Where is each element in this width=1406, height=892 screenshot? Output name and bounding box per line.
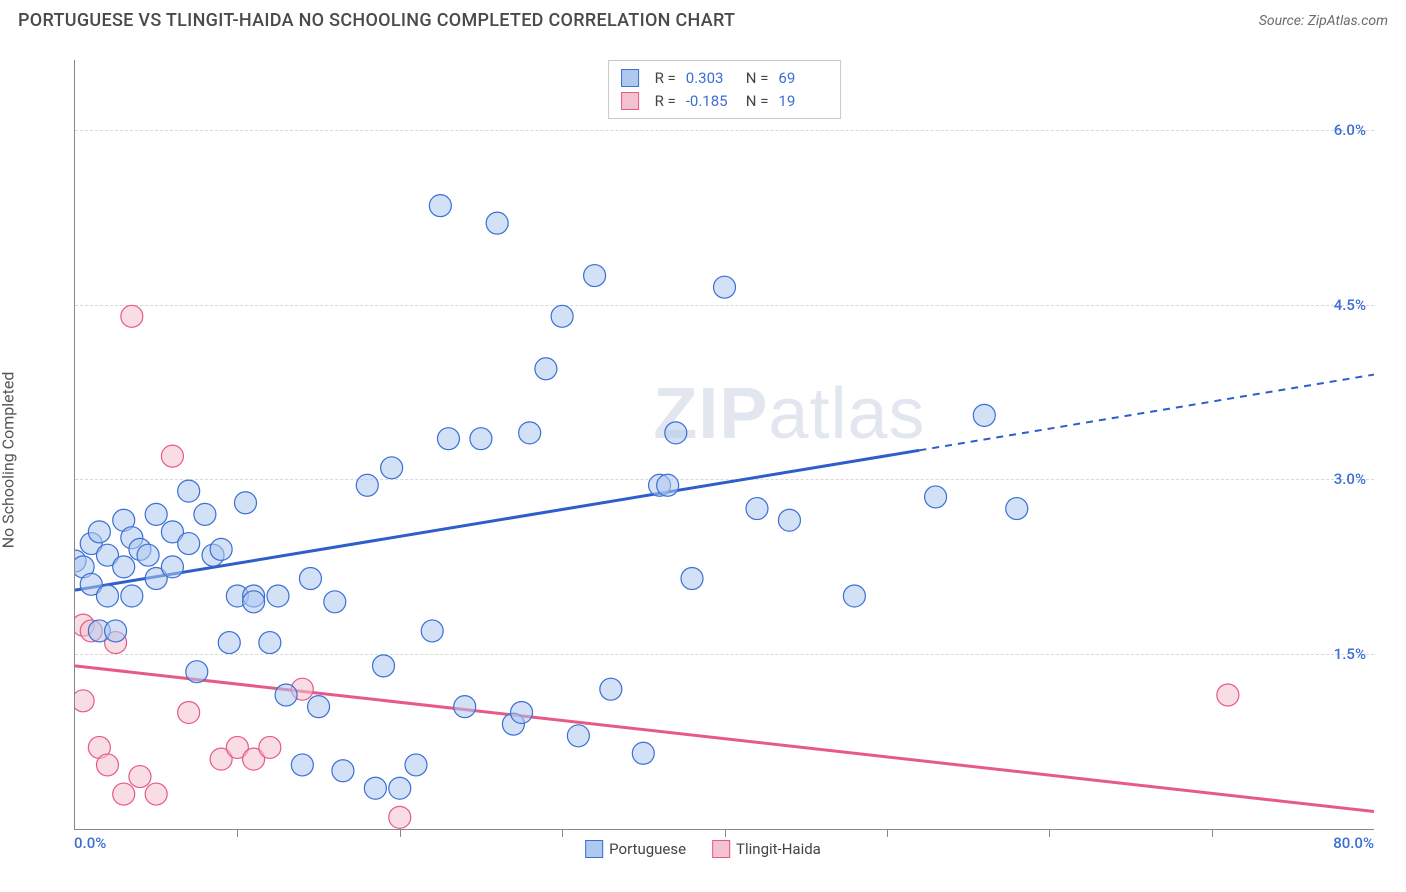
data-point: [356, 474, 378, 496]
r-value: 0.303: [686, 67, 736, 90]
legend-label: Tlingit-Haida: [736, 840, 821, 858]
data-point: [373, 655, 395, 677]
data-point: [584, 265, 606, 287]
data-point: [96, 754, 118, 776]
correlation-legend-row: R = 0.303 N = 69: [621, 67, 829, 90]
n-label: N =: [746, 90, 769, 113]
data-point: [665, 422, 687, 444]
legend-swatch: [621, 69, 639, 87]
correlation-legend-row: R = -0.185 N = 19: [621, 90, 829, 113]
data-point: [145, 503, 167, 525]
data-point: [437, 428, 459, 450]
data-point: [511, 701, 533, 723]
data-point: [389, 806, 411, 828]
data-point: [218, 632, 240, 654]
data-point: [243, 591, 265, 613]
legend-swatch: [712, 840, 730, 858]
r-value: -0.185: [686, 90, 736, 113]
data-point: [778, 509, 800, 531]
data-point: [96, 585, 118, 607]
source-attribution: Source: ZipAtlas.com: [1259, 13, 1388, 29]
chart-title: PORTUGUESE VS TLINGIT-HAIDA NO SCHOOLING…: [18, 10, 735, 31]
data-point: [105, 620, 127, 642]
data-point: [746, 498, 768, 520]
data-point: [600, 678, 622, 700]
data-point: [145, 783, 167, 805]
data-point: [535, 358, 557, 380]
data-point: [454, 696, 476, 718]
data-point: [234, 492, 256, 514]
data-point: [470, 428, 492, 450]
data-point: [925, 486, 947, 508]
data-point: [364, 777, 386, 799]
data-point: [194, 503, 216, 525]
data-point: [178, 480, 200, 502]
n-value: 19: [778, 90, 828, 113]
data-point: [275, 684, 297, 706]
data-point: [551, 305, 573, 327]
plot-area: ZIPatlas R =0.303N =69R =-0.185N =19 1.5…: [74, 60, 1374, 830]
n-label: N =: [746, 67, 769, 90]
data-point: [324, 591, 346, 613]
data-point: [843, 585, 865, 607]
data-point: [657, 474, 679, 496]
legend-label: Portuguese: [609, 840, 686, 858]
r-label: R =: [655, 67, 676, 90]
data-point: [121, 585, 143, 607]
chart-header: PORTUGUESE VS TLINGIT-HAIDA NO SCHOOLING…: [0, 0, 1406, 37]
data-point: [567, 725, 589, 747]
data-point: [714, 276, 736, 298]
data-point: [486, 212, 508, 234]
scatter-svg: [75, 60, 1374, 829]
data-point: [161, 556, 183, 578]
x-axis-max: 80.0%: [1333, 834, 1374, 852]
data-point: [332, 760, 354, 782]
data-point: [113, 783, 135, 805]
chart-container: No Schooling Completed ZIPatlas R =0.303…: [18, 46, 1388, 874]
x-axis-min: 0.0%: [74, 834, 106, 852]
data-point: [113, 556, 135, 578]
y-axis-label: No Schooling Completed: [0, 372, 18, 549]
data-point: [429, 195, 451, 217]
data-point: [632, 742, 654, 764]
data-point: [121, 305, 143, 327]
data-point: [299, 567, 321, 589]
legend-swatch: [585, 840, 603, 858]
data-point: [519, 422, 541, 444]
data-point: [1006, 498, 1028, 520]
data-point: [178, 533, 200, 555]
data-point: [267, 585, 289, 607]
legend-item: Portuguese: [585, 840, 686, 858]
data-point: [210, 538, 232, 560]
data-point: [381, 457, 403, 479]
legend-swatch: [621, 92, 639, 110]
data-point: [1217, 684, 1239, 706]
data-point: [259, 632, 281, 654]
data-point: [137, 544, 159, 566]
data-point: [308, 696, 330, 718]
data-point: [973, 404, 995, 426]
series-legend: Portuguese Tlingit-Haida: [585, 840, 821, 858]
legend-item: Tlingit-Haida: [712, 840, 821, 858]
data-point: [259, 736, 281, 758]
data-point: [291, 754, 313, 776]
data-point: [186, 661, 208, 683]
data-point: [129, 766, 151, 788]
data-point: [161, 445, 183, 467]
n-value: 69: [778, 67, 828, 90]
data-point: [88, 521, 110, 543]
data-point: [178, 701, 200, 723]
data-point: [421, 620, 443, 642]
data-point: [75, 690, 94, 712]
data-point: [405, 754, 427, 776]
data-point: [681, 567, 703, 589]
r-label: R =: [655, 90, 676, 113]
data-point: [389, 777, 411, 799]
correlation-legend: R = 0.303 N = 69 R = -0.185 N = 19: [608, 60, 842, 119]
